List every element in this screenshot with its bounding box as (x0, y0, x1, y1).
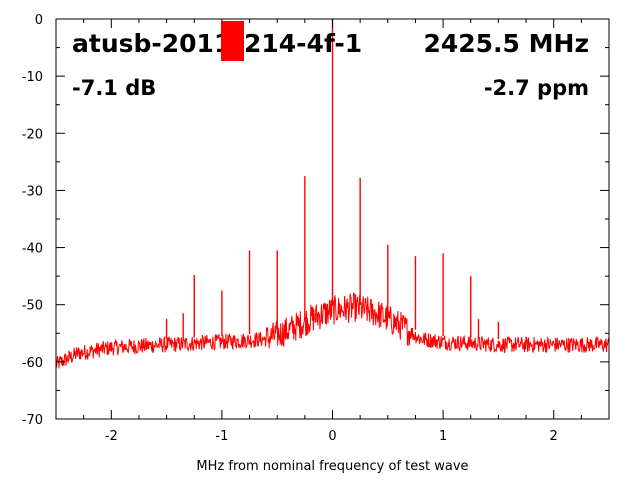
x-tick-label: 1 (439, 429, 447, 444)
y-tick-label: -60 (22, 356, 43, 371)
x-axis-label: MHz from nominal frequency of test wave (196, 459, 468, 474)
device-id-suffix-label: 214-4f-1 (244, 29, 362, 58)
y-tick-label: -10 (22, 70, 43, 85)
x-tick-label: 2 (550, 429, 558, 444)
plot-area (55, 19, 610, 369)
axis-ticks (55, 18, 610, 420)
x-tick-label: 0 (328, 429, 336, 444)
y-tick-label: -30 (22, 184, 43, 199)
level-label: -7.1 dB (72, 76, 156, 100)
y-tick-label: 0 (35, 13, 43, 28)
noise-floor-trace (55, 291, 610, 369)
y-tick-label: -40 (22, 242, 43, 257)
y-tick-label: -20 (22, 127, 43, 142)
y-tick-label: -50 (22, 299, 43, 314)
ppm-offset-label: -2.7 ppm (484, 76, 589, 100)
device-id-label: atusb-2011 (72, 29, 231, 58)
x-tick-label: -2 (105, 429, 118, 444)
axis-tick-labels: -2 -1 0 1 20-10-20-30-40-50-60-70 (22, 13, 558, 444)
y-tick-label: -70 (22, 413, 43, 428)
frequency-label: 2425.5 MHz (423, 29, 589, 58)
x-tick-label: -1 (215, 429, 228, 444)
device-id-redaction-mark (221, 21, 244, 61)
